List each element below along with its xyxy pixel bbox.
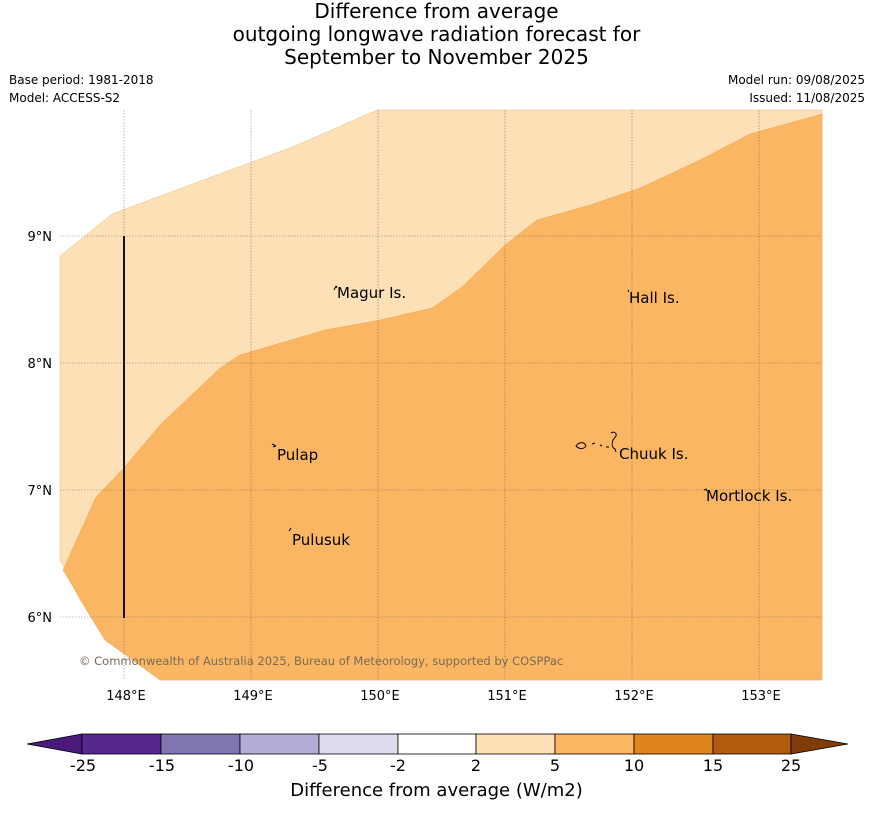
colorbar-label: -25 xyxy=(69,756,97,775)
colorbar-label: -2 xyxy=(390,756,406,775)
place-magur: Magur Is. xyxy=(337,284,406,302)
colorbar-label: -10 xyxy=(227,756,255,775)
title-line-1: Difference from average xyxy=(314,0,559,23)
colorbar-seg-6 xyxy=(475,733,556,755)
base-period: Base period: 1981-2018 xyxy=(9,73,154,87)
model-name: Model: ACCESS-S2 xyxy=(9,91,121,105)
place-mortlock: Mortlock Is. xyxy=(706,487,792,505)
copyright-notice: © Commonwealth of Australia 2025, Bureau… xyxy=(79,654,563,668)
colorbar-label: -5 xyxy=(312,756,328,775)
model-run: Model run: 09/08/2025 xyxy=(727,73,865,87)
meta-right: Model run: 09/08/2025 Issued: 11/08/2025 xyxy=(728,71,865,107)
meta-left: Base period: 1981-2018 Model: ACCESS-S2 xyxy=(9,71,154,107)
colorbar-seg-5 xyxy=(397,733,477,755)
colorbar-seg-7 xyxy=(554,733,635,755)
issued-date: Issued: 11/08/2025 xyxy=(749,91,865,105)
chart-title: Difference from average outgoing longwav… xyxy=(0,0,873,69)
colorbar-label: 5 xyxy=(549,756,561,775)
place-chuuk: Chuuk Is. xyxy=(619,445,688,463)
lon-label-152: 152°E xyxy=(614,689,654,704)
lon-label-150: 150°E xyxy=(360,689,400,704)
lon-label-151: 151°E xyxy=(487,689,527,704)
colorbar-label: 10 xyxy=(623,756,645,775)
lon-label-148: 148°E xyxy=(106,689,146,704)
lat-label-9: 9°N xyxy=(28,230,53,245)
lon-label-153: 153°E xyxy=(741,689,781,704)
place-pulap: Pulap xyxy=(277,446,318,464)
colorbar-label: 15 xyxy=(702,756,724,775)
place-hall: Hall Is. xyxy=(629,289,680,307)
lat-label-8: 8°N xyxy=(28,357,53,372)
title-line-2: outgoing longwave radiation forecast for xyxy=(232,22,641,46)
colorbar-seg-3 xyxy=(239,733,320,755)
colorbar xyxy=(26,733,849,755)
lat-label-6: 6°N xyxy=(28,611,53,626)
colorbar-arrow-left xyxy=(26,733,83,755)
colorbar-seg-4 xyxy=(318,733,399,755)
colorbar-label: -15 xyxy=(148,756,176,775)
colorbar-title: Difference from average (W/m2) xyxy=(290,780,583,801)
lon-label-149: 149°E xyxy=(233,689,273,704)
lat-label-7: 7°N xyxy=(28,484,53,499)
place-pulusuk: Pulusuk xyxy=(292,531,350,549)
colorbar-seg-8 xyxy=(633,733,714,755)
colorbar-seg-9 xyxy=(712,733,792,755)
colorbar-seg-2 xyxy=(160,733,241,755)
colorbar-arrow-right xyxy=(790,733,849,755)
colorbar-label: 2 xyxy=(470,756,482,775)
colorbar-seg-1 xyxy=(81,733,162,755)
island-outlines xyxy=(271,285,708,532)
colorbar-label: 25 xyxy=(780,756,802,775)
title-line-3: September to November 2025 xyxy=(284,45,589,69)
